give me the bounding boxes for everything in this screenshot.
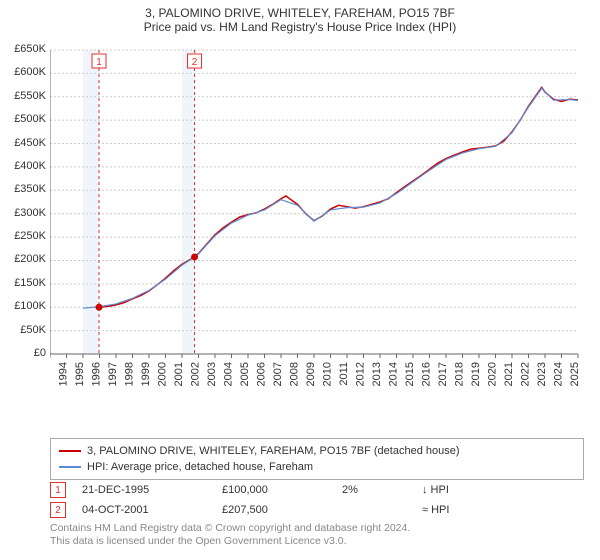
chart-subtitle: Price paid vs. HM Land Registry's House …: [0, 20, 600, 38]
sale-marker: 2: [50, 502, 66, 518]
sale-marker: 1: [50, 482, 66, 498]
svg-text:1994: 1994: [58, 362, 70, 386]
svg-text:2019: 2019: [470, 362, 482, 386]
legend-swatch: [59, 450, 81, 452]
svg-text:2002: 2002: [190, 362, 202, 386]
legend-item: 3, PALOMINO DRIVE, WHITELEY, FAREHAM, PO…: [59, 443, 575, 459]
svg-text:2004: 2004: [223, 362, 235, 386]
svg-text:2008: 2008: [289, 362, 301, 386]
svg-text:1996: 1996: [91, 362, 103, 386]
y-tick-label: £650K: [0, 43, 46, 55]
y-tick-label: £200K: [0, 253, 46, 265]
svg-text:2024: 2024: [553, 362, 565, 386]
svg-text:2009: 2009: [305, 362, 317, 386]
sale-price: £207,500: [222, 504, 342, 516]
svg-text:2001: 2001: [173, 362, 185, 386]
y-tick-label: £50K: [0, 324, 46, 336]
svg-text:1993: 1993: [50, 362, 53, 386]
footer-attribution: Contains HM Land Registry data © Crown c…: [50, 522, 584, 548]
svg-text:2010: 2010: [322, 362, 334, 386]
y-tick-label: £500K: [0, 113, 46, 125]
y-tick-label: £150K: [0, 277, 46, 289]
svg-text:2013: 2013: [371, 362, 383, 386]
y-tick-label: £100K: [0, 300, 46, 312]
price-chart: 1993 1994 1995 1996 1997 1998 1999 2000 2001 2002…: [50, 44, 584, 394]
sale-relation: ≈ HPI: [422, 504, 502, 516]
svg-text:1997: 1997: [107, 362, 119, 386]
legend: 3, PALOMINO DRIVE, WHITELEY, FAREHAM, PO…: [50, 438, 584, 480]
y-tick-label: £350K: [0, 183, 46, 195]
svg-text:2021: 2021: [503, 362, 515, 386]
y-tick-label: £450K: [0, 137, 46, 149]
svg-text:2025: 2025: [569, 362, 581, 386]
svg-text:1995: 1995: [74, 362, 86, 386]
chart-title: 3, PALOMINO DRIVE, WHITELEY, FAREHAM, PO…: [0, 0, 600, 20]
svg-text:2: 2: [192, 57, 198, 68]
svg-text:2022: 2022: [520, 362, 532, 386]
y-tick-label: £400K: [0, 160, 46, 172]
footer-line-1: Contains HM Land Registry data © Crown c…: [50, 522, 584, 535]
svg-text:2011: 2011: [338, 362, 350, 386]
svg-text:2012: 2012: [355, 362, 367, 386]
svg-text:2006: 2006: [256, 362, 268, 386]
sale-relation: ↓ HPI: [422, 484, 502, 496]
svg-text:1999: 1999: [140, 362, 152, 386]
footer-line-2: This data is licensed under the Open Gov…: [50, 535, 584, 548]
svg-text:2014: 2014: [388, 362, 400, 386]
y-tick-label: £550K: [0, 90, 46, 102]
sale-table: 1 21-DEC-1995£100,0002%↓ HPI 2 04-OCT-2001£…: [50, 480, 584, 520]
svg-text:1998: 1998: [124, 362, 136, 386]
svg-text:2020: 2020: [487, 362, 499, 386]
legend-swatch: [59, 466, 81, 468]
sale-date: 21-DEC-1995: [82, 484, 222, 496]
svg-text:2018: 2018: [454, 362, 466, 386]
legend-label: 3, PALOMINO DRIVE, WHITELEY, FAREHAM, PO…: [87, 443, 460, 459]
sale-pct: 2%: [342, 484, 422, 496]
y-tick-label: £0: [0, 347, 46, 359]
svg-text:2000: 2000: [157, 362, 169, 386]
svg-text:2005: 2005: [239, 362, 251, 386]
sale-row: 1 21-DEC-1995£100,0002%↓ HPI: [50, 480, 584, 500]
legend-label: HPI: Average price, detached house, Fare…: [87, 459, 313, 475]
sale-row: 2 04-OCT-2001£207,500 ≈ HPI: [50, 500, 584, 520]
y-tick-label: £300K: [0, 207, 46, 219]
y-tick-label: £250K: [0, 230, 46, 242]
svg-text:1: 1: [96, 57, 102, 68]
sale-date: 04-OCT-2001: [82, 504, 222, 516]
svg-text:2015: 2015: [404, 362, 416, 386]
sale-price: £100,000: [222, 484, 342, 496]
legend-item: HPI: Average price, detached house, Fare…: [59, 459, 575, 475]
svg-text:2016: 2016: [421, 362, 433, 386]
svg-text:2003: 2003: [206, 362, 218, 386]
svg-text:2007: 2007: [272, 362, 284, 386]
svg-text:2017: 2017: [437, 362, 449, 386]
svg-text:2023: 2023: [536, 362, 548, 386]
y-tick-label: £600K: [0, 66, 46, 78]
